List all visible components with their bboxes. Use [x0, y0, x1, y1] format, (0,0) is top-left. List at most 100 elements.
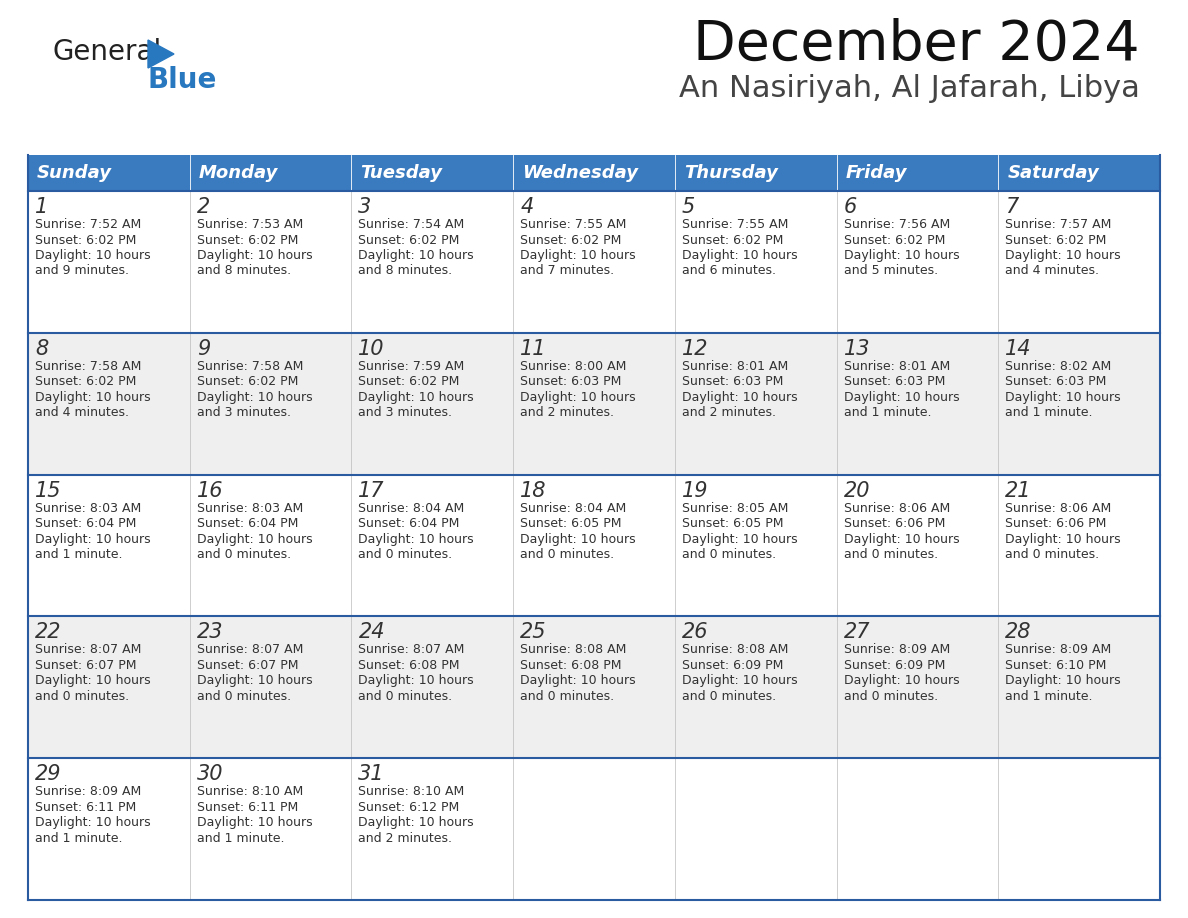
- Text: Sunrise: 8:09 AM: Sunrise: 8:09 AM: [34, 785, 141, 798]
- Text: Sunset: 6:03 PM: Sunset: 6:03 PM: [843, 375, 944, 388]
- Text: Sunset: 6:02 PM: Sunset: 6:02 PM: [359, 375, 460, 388]
- Text: and 7 minutes.: and 7 minutes.: [520, 264, 614, 277]
- Text: and 0 minutes.: and 0 minutes.: [520, 548, 614, 561]
- Text: Daylight: 10 hours: Daylight: 10 hours: [520, 675, 636, 688]
- Text: Sunrise: 7:57 AM: Sunrise: 7:57 AM: [1005, 218, 1112, 231]
- Text: Daylight: 10 hours: Daylight: 10 hours: [34, 816, 151, 829]
- Text: 9: 9: [197, 339, 210, 359]
- Text: Sunset: 6:11 PM: Sunset: 6:11 PM: [34, 800, 137, 813]
- Text: Sunrise: 7:55 AM: Sunrise: 7:55 AM: [682, 218, 788, 231]
- Text: Sunset: 6:06 PM: Sunset: 6:06 PM: [1005, 517, 1107, 530]
- Text: and 0 minutes.: and 0 minutes.: [197, 690, 291, 703]
- Text: 7: 7: [1005, 197, 1018, 217]
- Text: December 2024: December 2024: [694, 18, 1140, 72]
- Text: Sunset: 6:04 PM: Sunset: 6:04 PM: [359, 517, 460, 530]
- Text: and 1 minute.: and 1 minute.: [1005, 407, 1093, 420]
- Text: 21: 21: [1005, 481, 1032, 500]
- Text: and 4 minutes.: and 4 minutes.: [1005, 264, 1099, 277]
- Text: Sunrise: 8:04 AM: Sunrise: 8:04 AM: [359, 501, 465, 515]
- Text: Daylight: 10 hours: Daylight: 10 hours: [843, 532, 959, 545]
- Text: Blue: Blue: [148, 66, 217, 94]
- Text: Daylight: 10 hours: Daylight: 10 hours: [682, 675, 797, 688]
- Text: 12: 12: [682, 339, 708, 359]
- Text: Sunrise: 7:55 AM: Sunrise: 7:55 AM: [520, 218, 626, 231]
- Text: Sunrise: 8:10 AM: Sunrise: 8:10 AM: [197, 785, 303, 798]
- Text: Daylight: 10 hours: Daylight: 10 hours: [359, 675, 474, 688]
- Text: 3: 3: [359, 197, 372, 217]
- Text: Sunrise: 7:58 AM: Sunrise: 7:58 AM: [34, 360, 141, 373]
- Bar: [29, 616, 1159, 758]
- Text: Sunset: 6:04 PM: Sunset: 6:04 PM: [34, 517, 137, 530]
- Text: Sunrise: 8:09 AM: Sunrise: 8:09 AM: [1005, 644, 1112, 656]
- Text: 19: 19: [682, 481, 708, 500]
- Text: Sunrise: 8:03 AM: Sunrise: 8:03 AM: [34, 501, 141, 515]
- Text: Daylight: 10 hours: Daylight: 10 hours: [1005, 249, 1121, 262]
- Text: 26: 26: [682, 622, 708, 643]
- Text: 20: 20: [843, 481, 870, 500]
- Text: Sunrise: 8:07 AM: Sunrise: 8:07 AM: [359, 644, 465, 656]
- Text: Daylight: 10 hours: Daylight: 10 hours: [843, 675, 959, 688]
- Text: 25: 25: [520, 622, 546, 643]
- Text: and 1 minute.: and 1 minute.: [1005, 690, 1093, 703]
- Text: 27: 27: [843, 622, 870, 643]
- Text: Daylight: 10 hours: Daylight: 10 hours: [359, 532, 474, 545]
- Text: 2: 2: [197, 197, 210, 217]
- Text: and 0 minutes.: and 0 minutes.: [359, 548, 453, 561]
- Text: Sunrise: 8:06 AM: Sunrise: 8:06 AM: [843, 501, 950, 515]
- Text: and 0 minutes.: and 0 minutes.: [359, 690, 453, 703]
- Text: Saturday: Saturday: [1007, 164, 1099, 182]
- Text: Sunrise: 8:01 AM: Sunrise: 8:01 AM: [682, 360, 788, 373]
- Text: and 5 minutes.: and 5 minutes.: [843, 264, 937, 277]
- Text: Sunset: 6:07 PM: Sunset: 6:07 PM: [34, 659, 137, 672]
- Text: 24: 24: [359, 622, 385, 643]
- Text: 5: 5: [682, 197, 695, 217]
- Text: Sunrise: 8:07 AM: Sunrise: 8:07 AM: [34, 644, 141, 656]
- Text: Daylight: 10 hours: Daylight: 10 hours: [34, 675, 151, 688]
- Text: Sunrise: 7:53 AM: Sunrise: 7:53 AM: [197, 218, 303, 231]
- Text: Sunrise: 8:09 AM: Sunrise: 8:09 AM: [843, 644, 950, 656]
- Text: 28: 28: [1005, 622, 1032, 643]
- Text: and 2 minutes.: and 2 minutes.: [359, 832, 453, 845]
- Text: Daylight: 10 hours: Daylight: 10 hours: [520, 532, 636, 545]
- Text: Daylight: 10 hours: Daylight: 10 hours: [843, 249, 959, 262]
- Text: Sunrise: 8:05 AM: Sunrise: 8:05 AM: [682, 501, 788, 515]
- Text: Monday: Monday: [198, 164, 278, 182]
- Text: Sunrise: 8:00 AM: Sunrise: 8:00 AM: [520, 360, 626, 373]
- Text: Daylight: 10 hours: Daylight: 10 hours: [682, 532, 797, 545]
- Text: Sunrise: 8:02 AM: Sunrise: 8:02 AM: [1005, 360, 1112, 373]
- Text: Sunset: 6:09 PM: Sunset: 6:09 PM: [843, 659, 944, 672]
- Text: and 3 minutes.: and 3 minutes.: [359, 407, 453, 420]
- Text: Sunset: 6:03 PM: Sunset: 6:03 PM: [1005, 375, 1107, 388]
- Text: Daylight: 10 hours: Daylight: 10 hours: [197, 249, 312, 262]
- Text: Daylight: 10 hours: Daylight: 10 hours: [1005, 391, 1121, 404]
- Text: Daylight: 10 hours: Daylight: 10 hours: [197, 675, 312, 688]
- Text: Daylight: 10 hours: Daylight: 10 hours: [34, 249, 151, 262]
- Text: Sunset: 6:02 PM: Sunset: 6:02 PM: [843, 233, 944, 247]
- Text: Daylight: 10 hours: Daylight: 10 hours: [1005, 532, 1121, 545]
- Text: and 9 minutes.: and 9 minutes.: [34, 264, 129, 277]
- Text: Daylight: 10 hours: Daylight: 10 hours: [359, 391, 474, 404]
- Polygon shape: [148, 40, 173, 68]
- Text: Daylight: 10 hours: Daylight: 10 hours: [359, 249, 474, 262]
- Text: Sunset: 6:02 PM: Sunset: 6:02 PM: [34, 375, 137, 388]
- Text: Sunset: 6:05 PM: Sunset: 6:05 PM: [682, 517, 783, 530]
- Text: Sunset: 6:02 PM: Sunset: 6:02 PM: [520, 233, 621, 247]
- Bar: [29, 191, 1159, 333]
- Text: Daylight: 10 hours: Daylight: 10 hours: [359, 816, 474, 829]
- Text: 29: 29: [34, 764, 62, 784]
- Text: Sunset: 6:09 PM: Sunset: 6:09 PM: [682, 659, 783, 672]
- Text: 13: 13: [843, 339, 870, 359]
- Text: Sunrise: 8:01 AM: Sunrise: 8:01 AM: [843, 360, 950, 373]
- Text: and 2 minutes.: and 2 minutes.: [520, 407, 614, 420]
- Text: Daylight: 10 hours: Daylight: 10 hours: [682, 391, 797, 404]
- Text: Sunrise: 7:58 AM: Sunrise: 7:58 AM: [197, 360, 303, 373]
- Text: Sunrise: 7:52 AM: Sunrise: 7:52 AM: [34, 218, 141, 231]
- Text: Daylight: 10 hours: Daylight: 10 hours: [197, 532, 312, 545]
- Text: Sunset: 6:06 PM: Sunset: 6:06 PM: [843, 517, 944, 530]
- Text: Daylight: 10 hours: Daylight: 10 hours: [520, 391, 636, 404]
- Text: 4: 4: [520, 197, 533, 217]
- Text: 10: 10: [359, 339, 385, 359]
- Text: Sunset: 6:08 PM: Sunset: 6:08 PM: [359, 659, 460, 672]
- Text: 18: 18: [520, 481, 546, 500]
- Text: Tuesday: Tuesday: [360, 164, 442, 182]
